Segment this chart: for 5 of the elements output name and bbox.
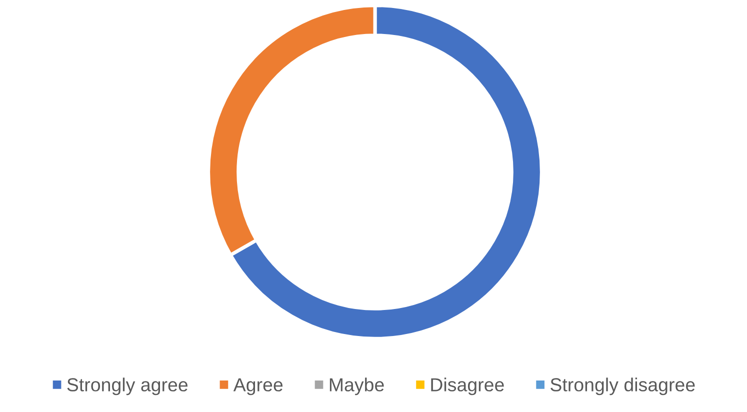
legend-label: Strongly disagree <box>550 378 695 396</box>
legend-label: Maybe <box>330 378 384 396</box>
legend-label: Agree <box>233 378 283 396</box>
legend-label: Disagree <box>431 378 504 396</box>
legend-label: Strongly agree <box>67 378 188 396</box>
